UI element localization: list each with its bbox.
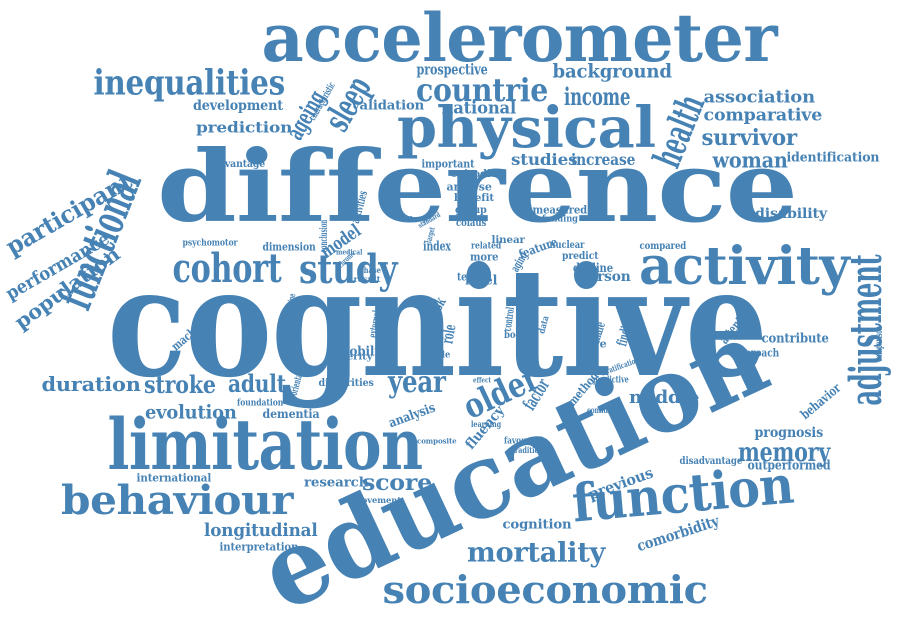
word-result: result — [353, 274, 381, 284]
word-mortality: mortality — [467, 537, 606, 569]
word-duration: duration — [41, 372, 141, 396]
word-studies: studies — [511, 150, 578, 169]
word-person: person — [579, 269, 631, 285]
word-important: important — [421, 157, 475, 171]
word-disability: disability — [755, 206, 828, 222]
word-composite: composite — [417, 436, 457, 446]
word-inequalities: inequalities — [93, 62, 286, 104]
word-medical: medical — [336, 247, 363, 257]
word-linear: linear — [491, 235, 526, 246]
word-activity: activity — [639, 236, 850, 297]
word-analyse: analyse — [446, 180, 492, 194]
word-income: income — [564, 82, 631, 111]
word-accelerometer: accelerometer — [261, 0, 778, 77]
word-male: male — [428, 350, 451, 361]
word-validation: validation — [352, 98, 425, 114]
word-related: related — [471, 241, 502, 252]
word-evolution: evolution — [145, 401, 237, 424]
word-control: control — [500, 306, 518, 332]
word-behavior: behavior — [798, 381, 844, 423]
word-traditional: traditional — [512, 445, 550, 455]
word-episodic: episodic — [451, 169, 497, 180]
word-change: change — [407, 214, 429, 224]
word-cognition: cognition — [502, 517, 572, 533]
word-foundation: foundation — [237, 398, 284, 409]
word-funding: funding — [542, 214, 578, 225]
word-prognosis: prognosis — [754, 425, 824, 441]
word-measured: measured — [532, 203, 588, 217]
word-memory: memory — [738, 438, 831, 468]
word-prediction: prediction — [196, 118, 293, 137]
word-score: score — [362, 470, 432, 496]
word-psychomotor: psychomotor — [182, 238, 238, 249]
word-research: research — [304, 475, 369, 491]
word-association: association — [703, 87, 816, 108]
word-predictive: predictive — [593, 375, 629, 386]
word-phase: phase — [359, 265, 381, 275]
word-more: more — [470, 250, 499, 264]
word-conclusion: conclusion — [319, 219, 330, 253]
word-background: background — [552, 60, 672, 83]
word-movement: movement — [353, 495, 401, 505]
word-confidence: confidence — [587, 405, 624, 415]
word-effect: effect — [473, 375, 492, 385]
word-longitudinal: longitudinal — [204, 520, 318, 541]
word-outperformed: outperformed — [747, 458, 831, 474]
word-national: national — [441, 98, 517, 119]
word-development: development — [193, 98, 284, 114]
word-learning: learning — [471, 419, 502, 429]
word-countrie: countrie — [416, 71, 548, 109]
word-international: international — [136, 471, 212, 485]
word-dementia: dementia — [262, 407, 320, 421]
word-term: term — [457, 270, 482, 284]
word-stroke: stroke — [144, 370, 216, 399]
word-prospective: prospective — [416, 60, 488, 79]
word-level: level — [465, 273, 498, 289]
word-socioeconomic: socioeconomic — [382, 567, 709, 612]
word-decline: decline — [573, 261, 613, 275]
word-adult: adult — [228, 369, 286, 398]
word-advantage: advantage — [212, 159, 266, 170]
word-predict: predict — [562, 251, 599, 262]
word-limitation: limitation — [107, 403, 424, 486]
word-increase: increase — [571, 150, 636, 169]
word-cohort: cohort — [172, 245, 282, 292]
word-study: study — [299, 246, 398, 293]
word-dimension: dimension — [262, 240, 316, 254]
word-disparities: disparities — [318, 378, 374, 389]
word-favourable: favourable — [504, 436, 548, 447]
word-colaus: colaus — [456, 218, 487, 229]
word-wave: wave — [577, 337, 607, 351]
word-approach: approach — [732, 346, 780, 360]
word-severity: severity — [329, 352, 373, 363]
word-compared: compared — [639, 241, 687, 252]
word-cognitive: cognitive — [107, 235, 768, 411]
word-identification: identification — [786, 150, 880, 166]
word-survivor: survivor — [701, 125, 798, 151]
word-based: based — [467, 335, 481, 355]
word-woman: woman — [712, 147, 788, 173]
word-index: index — [423, 239, 451, 255]
word-difference: difference — [157, 130, 798, 245]
word-year: year — [388, 365, 446, 400]
word-comparative: comparative — [703, 105, 823, 126]
word-behaviour: behaviour — [61, 477, 294, 524]
word-body: body — [504, 330, 527, 341]
word-contribute: contribute — [761, 331, 829, 347]
word-middle: middle — [629, 387, 700, 408]
word-nuclear: nuclear — [549, 240, 585, 251]
word-interpretation: interpretation — [219, 540, 299, 554]
word-disadvantage: disadvantage — [679, 456, 743, 467]
word-physical: physical — [397, 95, 656, 161]
word-benefit: benefit — [454, 193, 495, 204]
word-comparison: comparison — [874, 326, 885, 362]
word-mobility: mobility — [337, 344, 391, 360]
word-group: group — [455, 205, 487, 216]
